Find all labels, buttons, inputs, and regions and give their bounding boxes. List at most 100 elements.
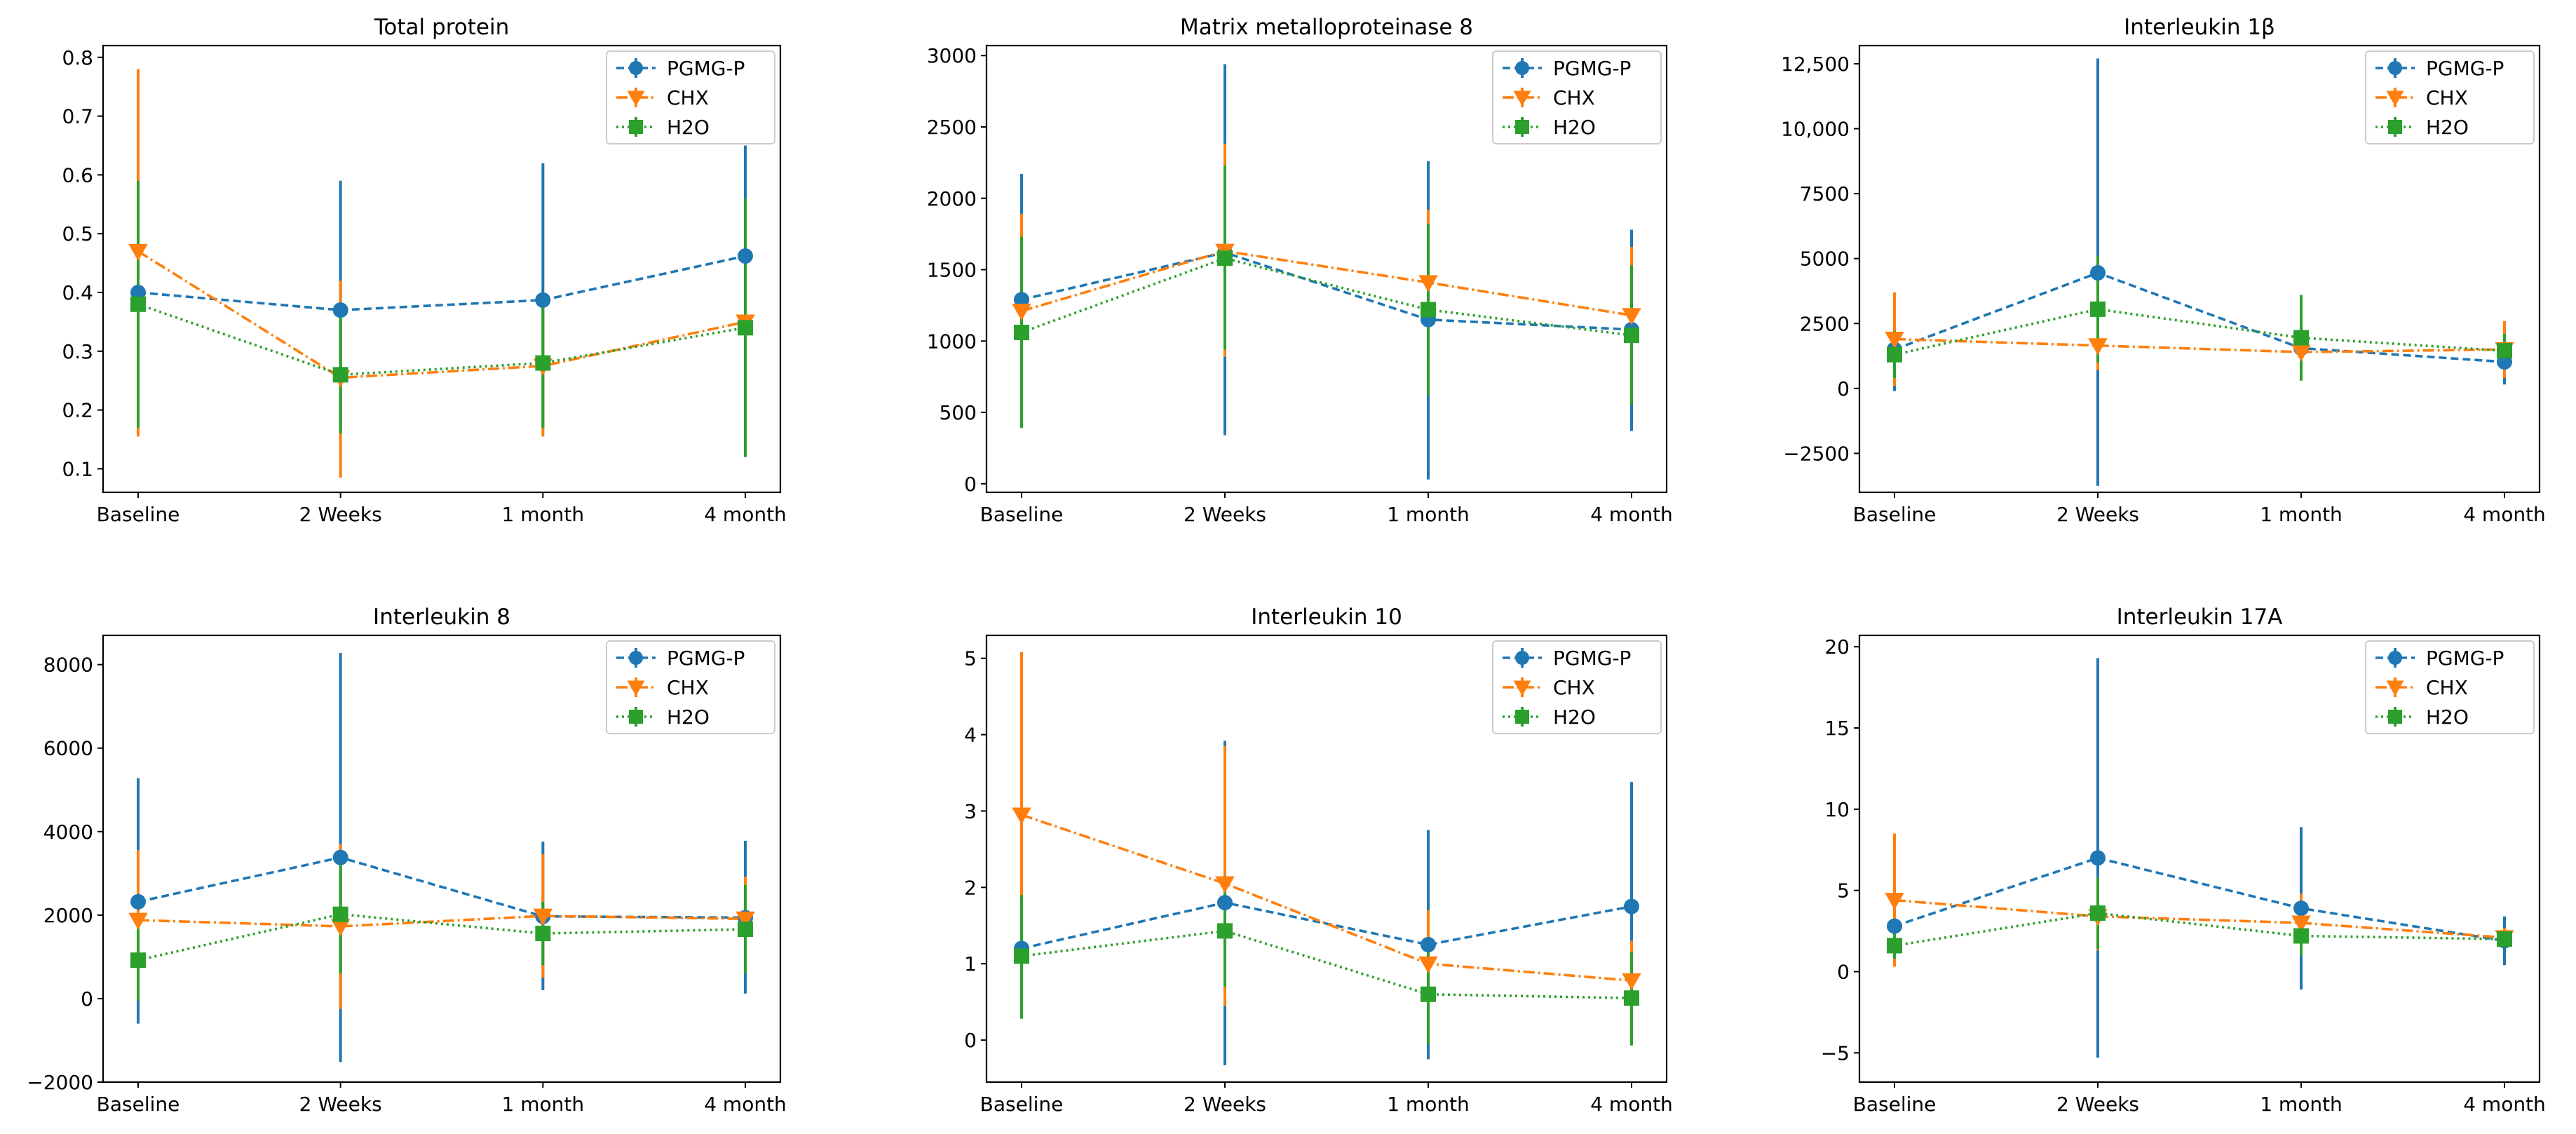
data-point-chx [2291, 344, 2311, 362]
subplot-6: Interleukin 17A Baseline 2 Weeks 1 month 4 m… [1821, 605, 2546, 1116]
legend-label: CHX [667, 86, 709, 109]
data-point-pgmg-p [2090, 850, 2106, 866]
y-tick-label: 2 [964, 876, 977, 899]
data-point-pgmg-p [535, 292, 551, 308]
x-tick-label: Baseline [97, 503, 180, 526]
y-tick-label: 6000 [43, 737, 93, 760]
y-tick-label: 0.5 [62, 222, 93, 245]
legend-marker [1515, 120, 1529, 134]
y-tick-label: 0.4 [62, 281, 93, 304]
series-line-pgmg-p [137, 255, 746, 311]
legend-box [606, 640, 775, 734]
data-point-chx [1418, 956, 1438, 973]
y-tick-label: 0.8 [62, 46, 93, 69]
plot-frame [985, 44, 1668, 494]
y-tick-label: 4000 [43, 821, 93, 844]
data-point-pgmg-p [130, 285, 146, 301]
legend-marker [1515, 710, 1529, 724]
x-tick-label: 4 month [2463, 503, 2546, 526]
legend-box [1492, 640, 1662, 734]
data-point-h2o [332, 367, 348, 383]
data-point-chx [1885, 893, 1904, 910]
chart-title: Interleukin 1β [2124, 15, 2275, 40]
series-line-pgmg-p [1894, 271, 2505, 363]
legend-marker [629, 61, 643, 75]
data-point-chx [1215, 876, 1235, 893]
data-point-chx [330, 919, 351, 936]
legend-label: H2O [1553, 706, 1596, 729]
x-tick-label: Baseline [1853, 1093, 1937, 1116]
legend-label: H2O [2426, 116, 2469, 139]
data-point-h2o [1217, 923, 1233, 939]
data-point-chx [1622, 308, 1641, 325]
series-line-chx [1894, 898, 2505, 939]
data-point-h2o [2293, 330, 2309, 346]
x-tick-label: Baseline [980, 503, 1064, 526]
legend-label: H2O [1553, 116, 1596, 139]
legend-marker [2388, 651, 2402, 665]
x-tick-label: 1 month [502, 503, 585, 526]
y-tick-label: 0.6 [62, 163, 93, 187]
series-line-pgmg-p [137, 856, 746, 919]
y-tick-label: 2000 [43, 904, 93, 927]
legend-marker [2388, 710, 2402, 724]
data-point-chx [1418, 275, 1438, 292]
plot-frame [1858, 44, 2541, 494]
plot-frame [102, 634, 782, 1084]
legend-marker [627, 680, 645, 696]
y-tick-label: 0.2 [62, 399, 93, 422]
y-tick-label: 1000 [927, 330, 977, 353]
data-point-h2o [535, 355, 551, 371]
series-line-chx [1894, 337, 2505, 353]
series-line-pgmg-p [1021, 251, 1632, 331]
legend-label: PGMG-P [667, 57, 745, 80]
x-tick-label: 1 month [2260, 503, 2343, 526]
chart-title: Interleukin 17A [2117, 605, 2283, 630]
y-tick-label: 8000 [43, 654, 93, 677]
series-line-pgmg-p [1894, 856, 2505, 943]
data-point-pgmg-p [1014, 292, 1029, 308]
data-point-pgmg-p [2293, 900, 2309, 917]
y-tick-label: 2500 [1800, 312, 1850, 335]
legend-label: CHX [1553, 676, 1595, 699]
chart-title: Matrix metalloproteinase 8 [1180, 15, 1473, 40]
y-tick-label: 500 [940, 401, 977, 424]
y-tick-label: 4 [964, 724, 977, 747]
data-point-h2o [2293, 928, 2309, 944]
legend: PGMG-P CHX H2O [606, 640, 775, 734]
data-point-h2o [1624, 328, 1639, 344]
plot-frame [1858, 634, 2541, 1084]
y-tick-label: 12,500 [1781, 53, 1850, 76]
subplot-4: Interleukin 8 Baseline 2 Weeks 1 month 4 mon… [27, 605, 787, 1116]
series-line-h2o [1021, 929, 1632, 1000]
data-point-pgmg-p [1217, 895, 1233, 911]
data-point-h2o [1421, 302, 1436, 318]
subplot-3: Interleukin 1β Baseline 2 Weeks 1 month 4 mo… [1781, 15, 2546, 526]
y-tick-label: 0 [1837, 960, 1850, 983]
legend-label: CHX [667, 676, 709, 699]
legend-box [1492, 50, 1662, 144]
y-tick-label: 3 [964, 799, 977, 823]
legend-marker [629, 710, 643, 724]
y-tick-label: 1 [964, 952, 977, 976]
data-point-pgmg-p [1421, 937, 1436, 952]
x-tick-label: Baseline [1853, 503, 1937, 526]
x-tick-label: 4 month [1590, 1093, 1673, 1116]
legend-label: CHX [1553, 86, 1595, 109]
y-tick-label: 0 [1837, 377, 1850, 400]
data-point-chx [1885, 332, 1904, 349]
legend-label: CHX [2426, 676, 2468, 699]
data-point-chx [533, 908, 553, 926]
x-tick-label: Baseline [980, 1093, 1064, 1116]
y-tick-label: 5000 [1800, 248, 1850, 271]
data-point-h2o [1014, 325, 1029, 341]
x-tick-label: Baseline [97, 1093, 180, 1116]
y-tick-label: 1500 [927, 259, 977, 282]
legend: PGMG-P CHX H2O [1492, 50, 1662, 144]
series-line-h2o [1894, 912, 2505, 947]
data-point-h2o [332, 906, 348, 922]
legend-marker [627, 90, 645, 107]
data-point-h2o [1887, 346, 1902, 363]
data-point-h2o [2497, 343, 2512, 359]
